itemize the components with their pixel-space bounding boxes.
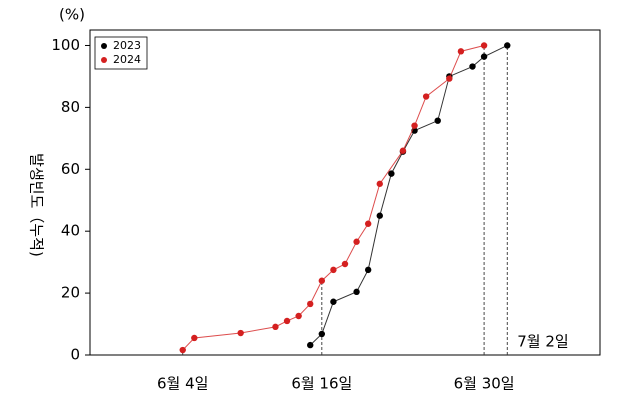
- plot-frame: [89, 29, 601, 356]
- data-point: [434, 117, 441, 124]
- data-point: [388, 170, 395, 177]
- data-point: [457, 48, 465, 55]
- data-point: [191, 334, 198, 342]
- y-tick-label: 60: [61, 160, 80, 178]
- y-axis-label: 발생빈도（누적): [28, 153, 46, 257]
- legend-marker: [101, 43, 107, 49]
- x-tick-label: 6월 16일: [291, 375, 352, 393]
- data-point: [237, 329, 244, 337]
- data-point: [376, 212, 383, 219]
- data-point: [480, 53, 488, 60]
- series-line: [309, 45, 508, 346]
- data-point: [422, 93, 430, 100]
- data-point: [480, 42, 488, 49]
- data-point: [318, 277, 326, 284]
- data-point: [504, 42, 511, 49]
- y-tick-label: 0: [70, 346, 80, 364]
- legend-box: [94, 36, 148, 70]
- y-tick-label: 100: [51, 36, 80, 54]
- data-point: [341, 260, 349, 268]
- data-point: [469, 63, 476, 70]
- y-unit: (%): [59, 6, 85, 24]
- data-point: [283, 317, 291, 325]
- y-tick-label: 20: [61, 284, 80, 302]
- x-tick-label: 6월 30일: [454, 375, 515, 393]
- y-tick-label: 40: [61, 222, 80, 240]
- data-point: [179, 346, 186, 354]
- x-tick-label: 7월 2일: [517, 333, 568, 351]
- data-point: [330, 298, 337, 305]
- x-tick-label: 6월 4일: [157, 375, 208, 393]
- data-point: [353, 238, 360, 245]
- data-point: [307, 300, 314, 308]
- data-point: [295, 312, 302, 320]
- data-point: [411, 122, 418, 129]
- data-point: [307, 341, 314, 349]
- data-point: [364, 266, 372, 274]
- legend-label: 2023: [113, 39, 141, 52]
- data-point: [376, 180, 383, 188]
- data-point: [399, 147, 407, 154]
- data-point: [272, 323, 279, 331]
- legend-marker: [101, 57, 107, 63]
- legend-label: 2024: [113, 53, 141, 66]
- y-tick-label: 80: [61, 98, 80, 116]
- data-point: [446, 75, 453, 82]
- data-point: [318, 330, 326, 338]
- data-point: [364, 220, 372, 227]
- data-point: [330, 266, 337, 274]
- data-point: [353, 288, 360, 296]
